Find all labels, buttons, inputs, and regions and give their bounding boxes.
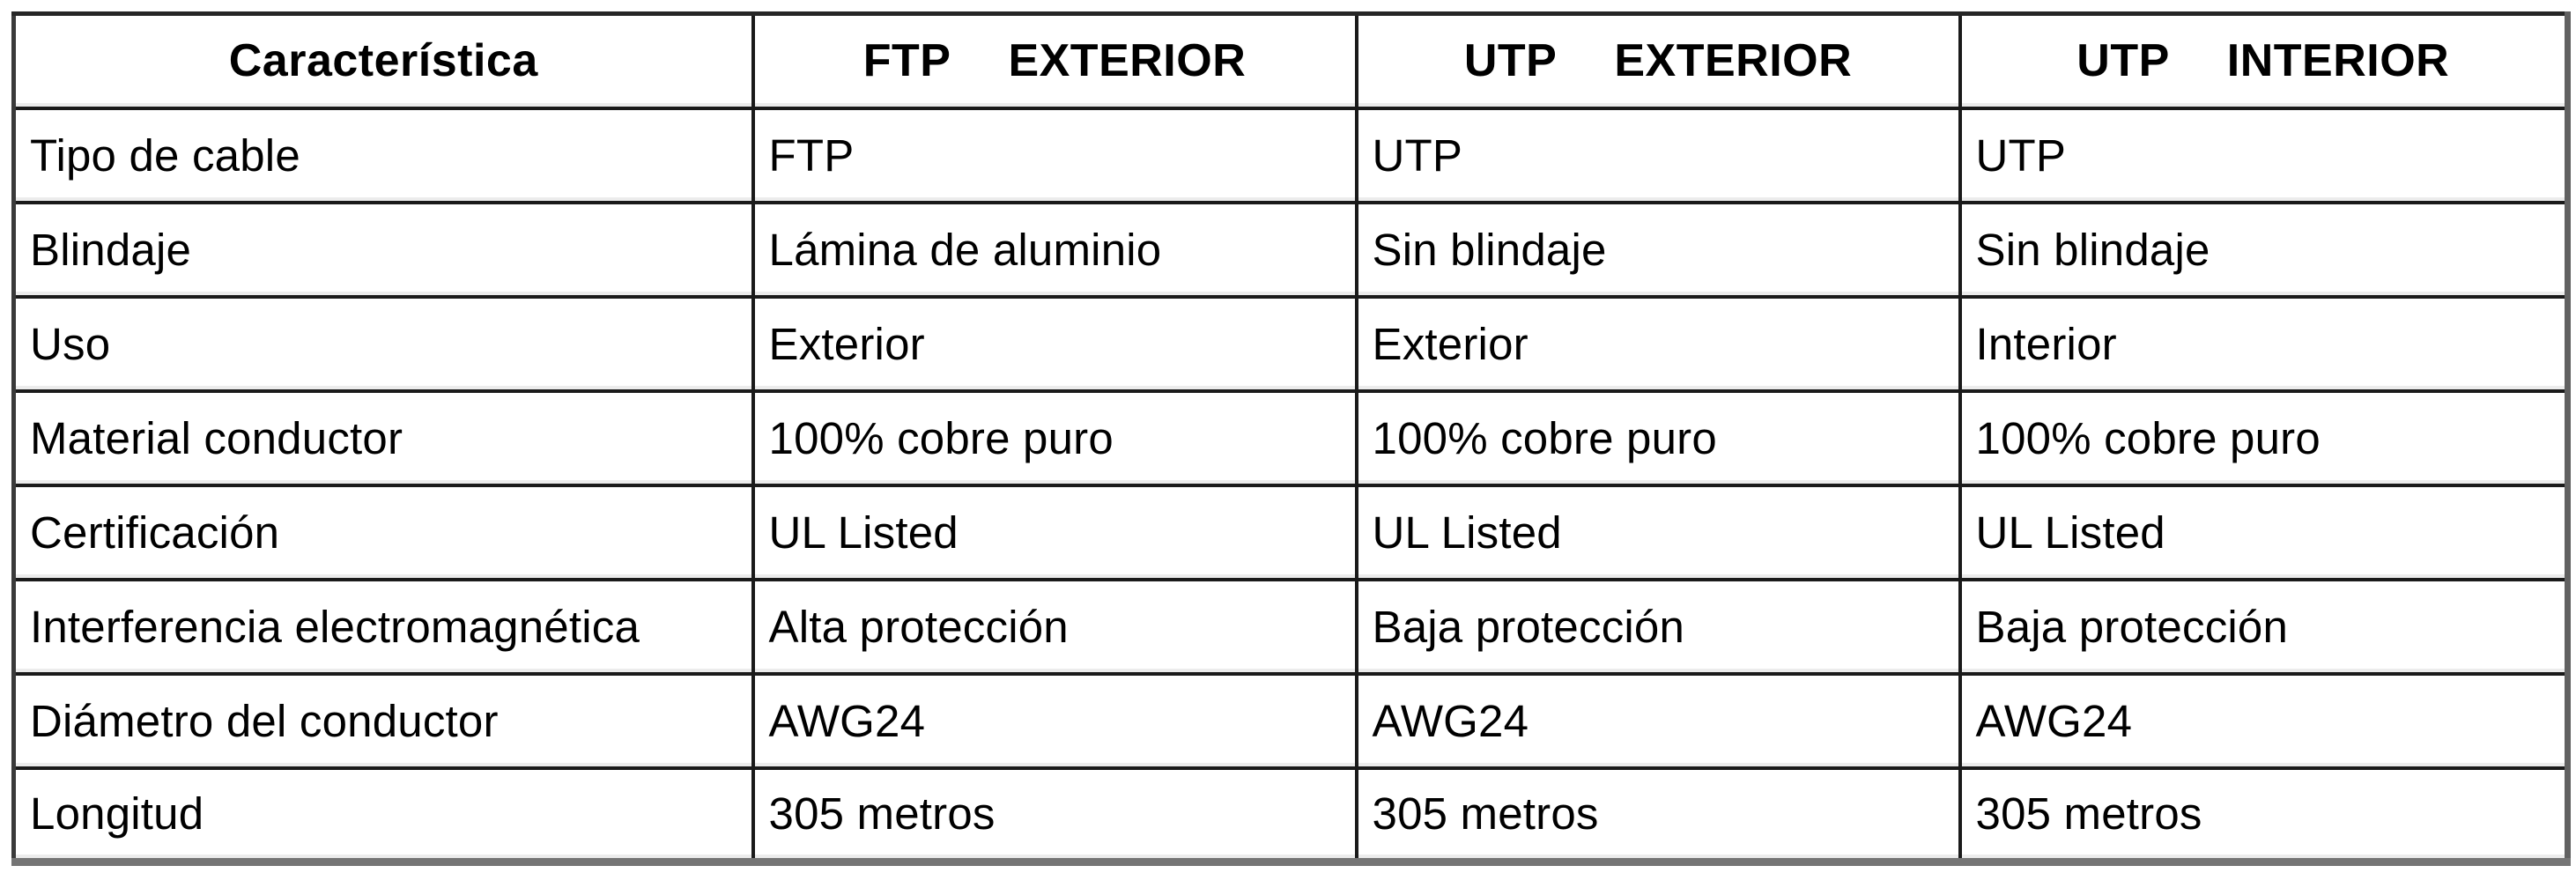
- value-cell: Lámina de aluminio: [751, 200, 1358, 299]
- header-label: EXTERIOR: [1614, 35, 1853, 87]
- value-cell: Exterior: [1354, 294, 1962, 393]
- cable-spec-table: Característica FTP EXTERIOR UTP EXTERIOR: [11, 11, 2571, 866]
- header-label: UTP: [1463, 35, 1558, 87]
- header-cell-caracteristica: Característica: [11, 11, 755, 110]
- value-cell: 305 metros: [751, 766, 1358, 864]
- header-row: Característica FTP EXTERIOR UTP EXTERIOR: [11, 11, 2570, 110]
- value-cell: Baja protección: [1958, 577, 2570, 676]
- table-row-material-conductor: Material conductor 100% cobre puro 100% …: [11, 388, 2570, 487]
- table-row-diametro-del-conductor: Diámetro del conductor AWG24 AWG24 AWG24: [11, 671, 2570, 770]
- value-cell: 305 metros: [1354, 766, 1962, 864]
- feature-label-cell: Interferencia electromagnética: [11, 577, 755, 676]
- value-cell: UTP: [1354, 106, 1962, 204]
- table-row-certificacion: Certificación UL Listed UL Listed UL Lis…: [11, 483, 2570, 581]
- value-cell: Interior: [1958, 294, 2570, 393]
- feature-label-cell: Blindaje: [11, 200, 755, 299]
- table-row-interferencia-electromagnetica: Interferencia electromagnética Alta prot…: [11, 577, 2570, 676]
- feature-label-cell: Longitud: [11, 766, 755, 864]
- value-cell: AWG24: [1354, 671, 1962, 770]
- value-cell: FTP: [751, 106, 1358, 204]
- value-cell: Baja protección: [1354, 577, 1962, 676]
- header-cell-utp-exterior: UTP EXTERIOR: [1354, 11, 1962, 110]
- table-row-blindaje: Blindaje Lámina de aluminio Sin blindaje…: [11, 200, 2570, 299]
- feature-label-cell: Tipo de cable: [11, 106, 755, 204]
- header-label: Característica: [228, 35, 538, 87]
- table-row-longitud: Longitud 305 metros 305 metros 305 metro…: [11, 766, 2570, 864]
- value-cell: Sin blindaje: [1354, 200, 1962, 299]
- feature-label-cell: Material conductor: [11, 388, 755, 487]
- header-label: FTP: [862, 35, 951, 87]
- feature-label-cell: Uso: [11, 294, 755, 393]
- value-cell: Sin blindaje: [1958, 200, 2570, 299]
- header-cell-ftp-exterior: FTP EXTERIOR: [751, 11, 1358, 110]
- value-cell: 305 metros: [1958, 766, 2570, 864]
- table-row-uso: Uso Exterior Exterior Interior: [11, 294, 2570, 393]
- value-cell: Exterior: [751, 294, 1358, 393]
- value-cell: UL Listed: [1958, 483, 2570, 581]
- header-label: INTERIOR: [2226, 35, 2450, 87]
- feature-label-cell: Certificación: [11, 483, 755, 581]
- header-label: UTP: [2076, 35, 2170, 87]
- header-cell-utp-interior: UTP INTERIOR: [1958, 11, 2570, 110]
- feature-label-cell: Diámetro del conductor: [11, 671, 755, 770]
- header-label: EXTERIOR: [1008, 35, 1247, 87]
- value-cell: 100% cobre puro: [751, 388, 1358, 487]
- value-cell: 100% cobre puro: [1958, 388, 2570, 487]
- value-cell: UL Listed: [751, 483, 1358, 581]
- value-cell: Alta protección: [751, 577, 1358, 676]
- value-cell: UL Listed: [1354, 483, 1962, 581]
- value-cell: AWG24: [1958, 671, 2570, 770]
- value-cell: UTP: [1958, 106, 2570, 204]
- table-row-tipo-de-cable: Tipo de cable FTP UTP UTP: [11, 106, 2570, 204]
- value-cell: AWG24: [751, 671, 1358, 770]
- value-cell: 100% cobre puro: [1354, 388, 1962, 487]
